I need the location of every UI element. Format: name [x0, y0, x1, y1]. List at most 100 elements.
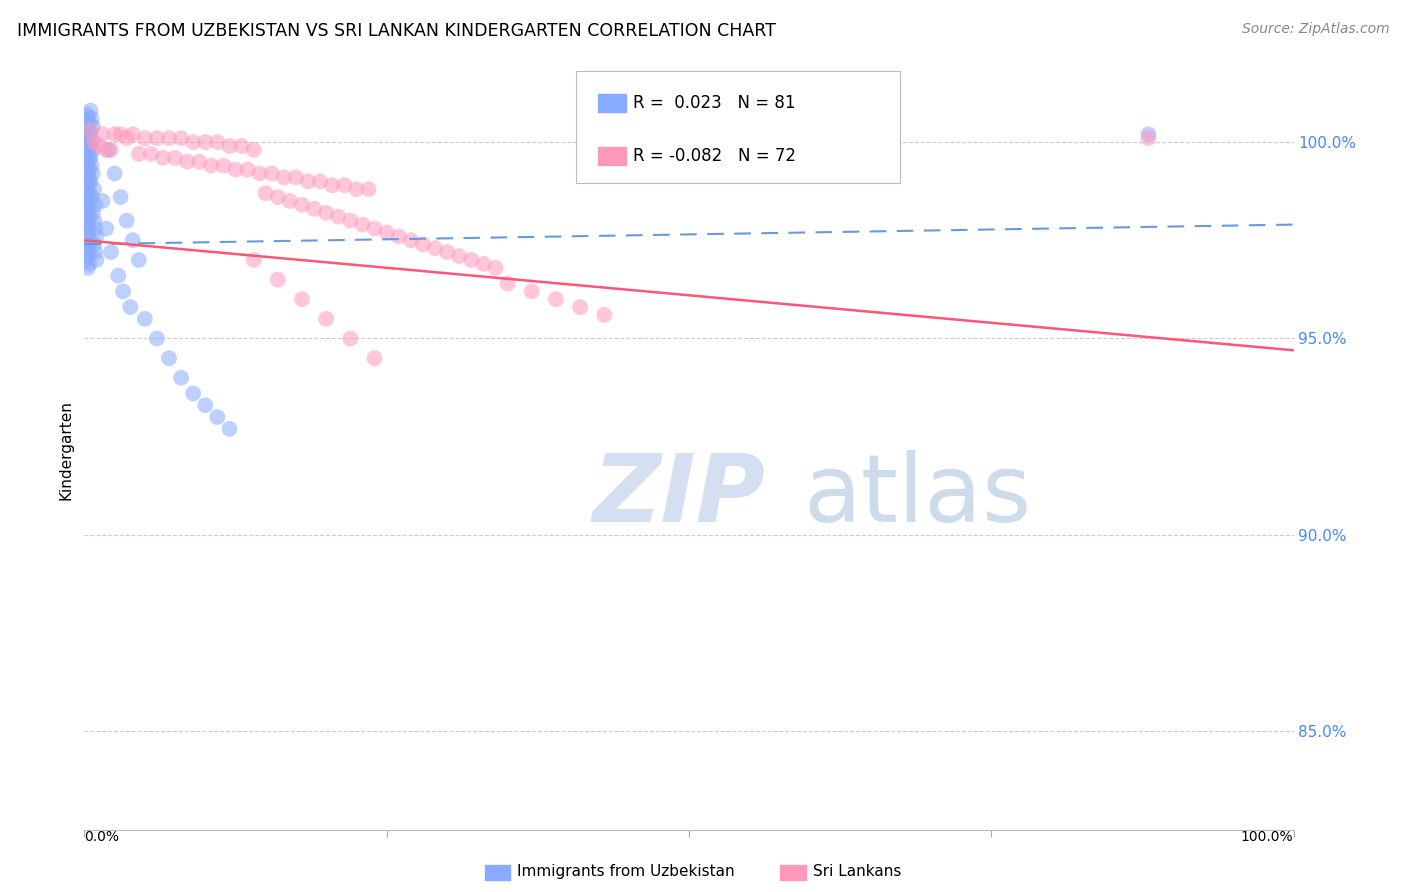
Point: [77, 233, 100, 247]
Point: [267, 190, 290, 204]
Point: [231, 139, 253, 153]
Point: [76, 229, 98, 244]
Point: [83, 135, 105, 149]
Point: [104, 127, 127, 141]
Point: [79, 127, 101, 141]
Point: [309, 174, 332, 188]
Point: [83, 213, 105, 227]
Point: [520, 285, 543, 299]
Point: [165, 151, 187, 165]
Text: R = -0.082   N = 72: R = -0.082 N = 72: [633, 147, 796, 165]
Point: [77, 115, 100, 129]
Point: [77, 186, 100, 201]
Point: [357, 182, 380, 196]
Point: [134, 311, 156, 326]
Point: [134, 131, 156, 145]
Point: [120, 300, 142, 314]
Point: [328, 210, 350, 224]
Point: [77, 127, 100, 141]
Point: [1137, 127, 1160, 141]
Point: [76, 170, 98, 185]
Point: [77, 162, 100, 177]
Point: [82, 167, 104, 181]
Point: [352, 218, 374, 232]
Point: [339, 213, 361, 227]
Point: [399, 233, 422, 247]
Point: [79, 123, 101, 137]
Point: [146, 331, 169, 345]
Text: R =  0.023   N = 81: R = 0.023 N = 81: [633, 94, 796, 112]
Point: [260, 167, 283, 181]
Point: [236, 162, 259, 177]
Point: [77, 143, 100, 157]
Point: [218, 139, 240, 153]
Point: [593, 308, 616, 322]
Point: [79, 174, 101, 188]
Point: [176, 154, 198, 169]
Point: [218, 422, 240, 436]
Point: [91, 127, 114, 141]
Text: atlas: atlas: [804, 450, 1032, 542]
Point: [80, 112, 103, 126]
Point: [77, 151, 100, 165]
Point: [76, 218, 98, 232]
Point: [157, 131, 180, 145]
Point: [315, 311, 337, 326]
Point: [496, 277, 519, 291]
Point: [94, 143, 117, 157]
Point: [346, 182, 368, 196]
Point: [77, 198, 100, 212]
Point: [207, 135, 229, 149]
Point: [76, 252, 98, 267]
Point: [128, 252, 150, 267]
Y-axis label: Kindergarten: Kindergarten: [58, 401, 73, 500]
Point: [82, 120, 104, 134]
Point: [1137, 131, 1160, 145]
Point: [77, 139, 100, 153]
Point: [110, 190, 132, 204]
Point: [242, 143, 264, 157]
Text: Immigrants from Uzbekistan: Immigrants from Uzbekistan: [517, 864, 735, 879]
Point: [87, 139, 110, 153]
Point: [388, 229, 411, 244]
Point: [569, 300, 592, 314]
Text: ZIP: ZIP: [592, 450, 765, 542]
Point: [77, 226, 100, 240]
Point: [104, 167, 127, 181]
Point: [77, 237, 100, 252]
Text: Source: ZipAtlas.com: Source: ZipAtlas.com: [1241, 22, 1389, 37]
Point: [449, 249, 471, 263]
Point: [77, 260, 100, 275]
Point: [76, 241, 98, 255]
Point: [80, 135, 103, 149]
Point: [80, 190, 103, 204]
Point: [77, 190, 100, 204]
Point: [181, 386, 204, 401]
Point: [121, 233, 143, 247]
Point: [152, 151, 174, 165]
Point: [188, 154, 211, 169]
Text: Sri Lankans: Sri Lankans: [813, 864, 901, 879]
Point: [100, 143, 122, 157]
Point: [86, 229, 108, 244]
Point: [139, 146, 162, 161]
Point: [76, 107, 98, 121]
Point: [207, 410, 229, 425]
Point: [225, 162, 247, 177]
Point: [170, 371, 193, 385]
Point: [91, 194, 114, 208]
Point: [472, 257, 495, 271]
Point: [76, 159, 98, 173]
Point: [77, 245, 100, 260]
Point: [82, 143, 104, 157]
Point: [302, 202, 325, 216]
Point: [86, 252, 108, 267]
Point: [291, 292, 314, 306]
Point: [77, 213, 100, 227]
Point: [84, 198, 107, 212]
Point: [128, 146, 150, 161]
Point: [77, 154, 100, 169]
Point: [273, 170, 295, 185]
Point: [254, 186, 277, 201]
Point: [77, 131, 100, 145]
